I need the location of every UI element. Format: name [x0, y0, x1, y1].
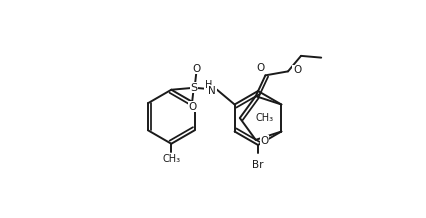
Text: O: O [293, 65, 301, 75]
Text: S: S [190, 83, 198, 93]
Text: O: O [256, 63, 265, 73]
Text: CH₃: CH₃ [256, 113, 274, 123]
Text: O: O [188, 102, 196, 112]
Text: N: N [208, 86, 216, 96]
Text: Br: Br [252, 160, 264, 170]
Text: H: H [204, 80, 212, 90]
Text: O: O [261, 136, 269, 146]
Text: O: O [192, 64, 200, 74]
Text: CH₃: CH₃ [162, 154, 180, 164]
